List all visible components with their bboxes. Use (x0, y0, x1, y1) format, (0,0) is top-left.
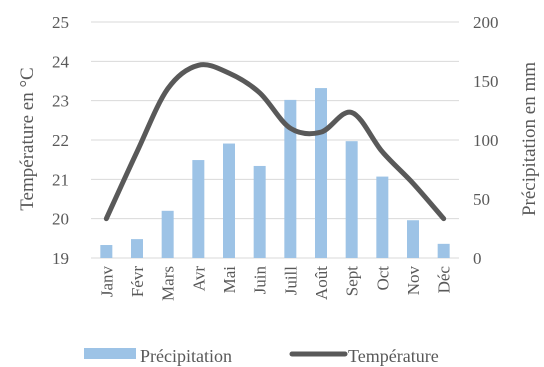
y-tick-right: 100 (473, 131, 499, 150)
precipitation-bar (253, 165, 266, 258)
x-tick-label: Sept (343, 266, 362, 297)
y-tick-right: 200 (473, 13, 499, 32)
x-tick-label: Juin (251, 266, 270, 295)
x-tick-label: Avr (189, 266, 208, 292)
precipitation-bar (161, 210, 174, 258)
x-tick-label: Mai (220, 266, 239, 294)
x-tick-label: Oct (373, 266, 392, 291)
y-tick-left: 19 (52, 249, 69, 268)
temperature-line (103, 62, 447, 222)
precipitation-bar (192, 160, 205, 258)
right-axis-ticks: 0 50 100 150 200 (473, 13, 499, 268)
y-tick-right: 150 (473, 72, 499, 91)
x-axis-ticks: Janv Févr Mars Avr Mai Juin Juill Août Sept Oct No… (97, 266, 453, 301)
y-tick-right: 0 (473, 249, 482, 268)
precipitation-bar (407, 220, 419, 258)
y-axis-title-right: Précipitation en mm (519, 62, 540, 216)
legend-label-precipitation: Précipitation (140, 346, 232, 366)
x-tick-label: Juill (281, 266, 300, 296)
temperature-line-path (103, 62, 447, 222)
x-tick-label: Févr (128, 266, 147, 298)
precipitation-bar (100, 245, 113, 258)
x-tick-label: Déc (435, 266, 454, 294)
y-tick-left: 25 (52, 13, 69, 32)
x-tick-label: Janv (97, 266, 116, 298)
left-axis-ticks: 19 20 21 22 23 24 25 (52, 13, 70, 268)
precipitation-bar (437, 243, 450, 258)
precipitation-bar (345, 141, 358, 258)
precipitation-bar (315, 88, 327, 258)
y-tick-left: 21 (52, 170, 69, 189)
y-tick-left: 23 (52, 92, 69, 111)
gridlines (91, 21, 459, 259)
x-tick-label: Nov (404, 266, 423, 296)
y-tick-right: 50 (473, 190, 490, 209)
y-tick-left: 20 (52, 210, 69, 229)
y-tick-left: 22 (52, 131, 69, 150)
legend-label-temperature: Température (348, 346, 439, 366)
precipitation-bar (376, 176, 389, 258)
y-tick-left: 24 (52, 52, 70, 71)
precipitation-bar (284, 99, 297, 258)
y-axis-title-left: Température en °C (17, 67, 38, 210)
legend: Précipitation Température (84, 346, 439, 366)
x-tick-label: Mars (159, 266, 178, 301)
precipitation-bars (100, 88, 450, 258)
precipitation-bar (223, 143, 235, 258)
legend-swatch-precipitation (84, 348, 136, 359)
x-tick-label: Août (312, 266, 331, 300)
precipitation-bar (131, 239, 143, 258)
